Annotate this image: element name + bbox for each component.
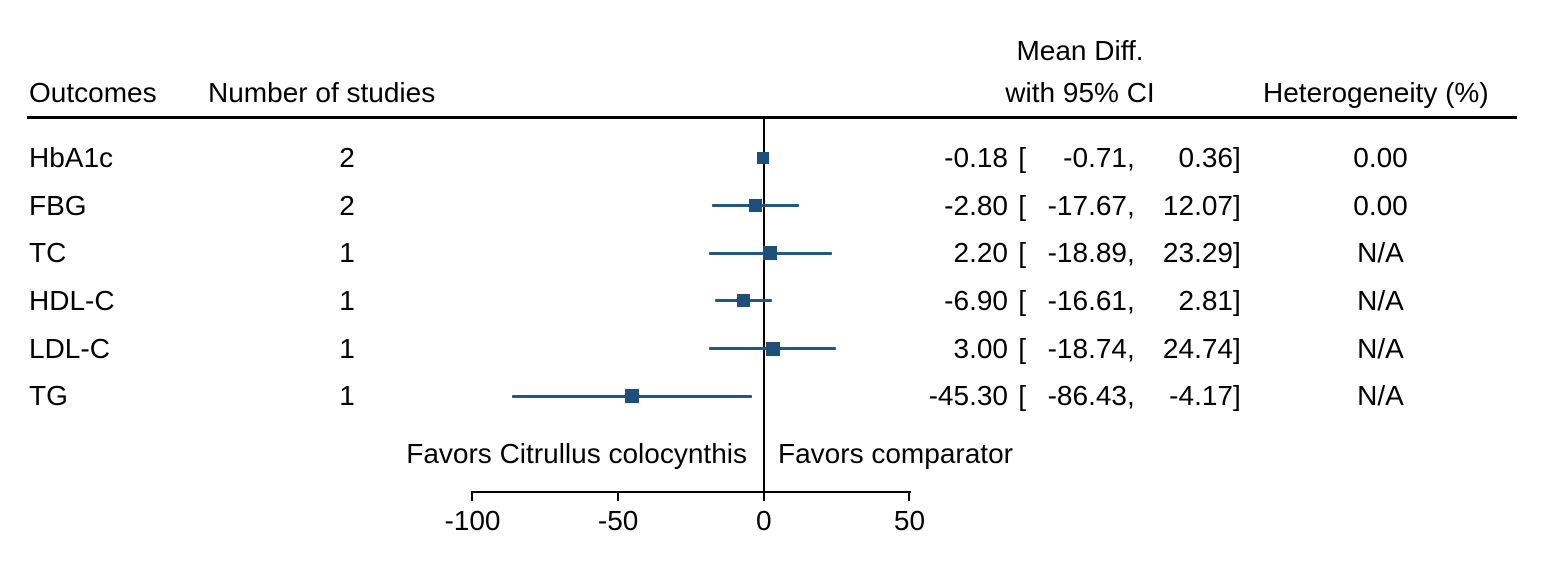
ci-comma: , bbox=[1127, 237, 1135, 269]
heterogeneity-value: 0.00 bbox=[1353, 142, 1408, 173]
x-tick-label: -100 bbox=[444, 505, 501, 536]
effect-marker bbox=[737, 294, 751, 308]
study-count-value: 1 bbox=[339, 332, 355, 364]
x-axis-tick bbox=[908, 491, 911, 501]
ci-low-value: -0.71 bbox=[1063, 142, 1127, 173]
ci-high-value: 0.36 bbox=[1178, 142, 1234, 173]
header-divider-rule bbox=[27, 116, 1517, 119]
ci-high-value: 2.81 bbox=[1178, 284, 1234, 316]
study-count-value: 2 bbox=[339, 189, 355, 221]
outcome-label: TC bbox=[29, 237, 67, 269]
ci-high-value: 24.74 bbox=[1162, 332, 1233, 364]
close-bracket: ] bbox=[1233, 284, 1241, 316]
open-bracket: [ bbox=[1018, 189, 1026, 221]
mean-diff-value: -45.30 bbox=[928, 380, 1008, 412]
outcome-label: TG bbox=[29, 380, 68, 412]
effect-marker bbox=[757, 152, 770, 164]
ci-text: -6.90 [ -16.61, 2.81] bbox=[860, 285, 1241, 317]
close-bracket: ] bbox=[1233, 142, 1241, 173]
open-bracket: [ bbox=[1018, 380, 1026, 412]
close-bracket: ] bbox=[1233, 332, 1241, 364]
ci-comma: , bbox=[1127, 284, 1135, 316]
x-axis-line bbox=[472, 491, 912, 493]
x-axis-tick bbox=[471, 491, 474, 501]
mean-diff-value: 3.00 bbox=[953, 332, 1009, 364]
mean-diff-value: -6.90 bbox=[944, 284, 1008, 316]
column-header-mean-diff-line1: Mean Diff. bbox=[1016, 35, 1144, 66]
outcome-label: HDL-C bbox=[29, 284, 115, 316]
effect-marker bbox=[765, 341, 780, 356]
ci-low-value: -17.67 bbox=[1047, 189, 1127, 221]
ci-text: -45.30 [ -86.43, -4.17] bbox=[860, 380, 1241, 412]
outcome-label: HbA1c bbox=[29, 142, 114, 173]
open-bracket: [ bbox=[1018, 332, 1026, 364]
column-header-outcomes: Outcomes bbox=[29, 77, 157, 108]
x-tick-label: -50 bbox=[597, 505, 639, 536]
ci-low-value: -18.74 bbox=[1047, 332, 1127, 364]
study-count-value: 1 bbox=[339, 380, 355, 412]
outcome-label: LDL-C bbox=[29, 332, 110, 364]
ci-text: 3.00 [ -18.74, 24.74] bbox=[860, 333, 1241, 365]
mean-diff-value: -2.80 bbox=[944, 189, 1008, 221]
heterogeneity-value: N/A bbox=[1357, 237, 1404, 269]
column-header-heterogeneity: Heterogeneity (%) bbox=[1263, 77, 1489, 108]
close-bracket: ] bbox=[1233, 237, 1241, 269]
ci-text: -0.18 [ -0.71, 0.36] bbox=[860, 142, 1241, 174]
effect-marker bbox=[624, 389, 639, 404]
mean-diff-value: 2.20 bbox=[953, 237, 1009, 269]
effect-marker bbox=[749, 199, 763, 213]
close-bracket: ] bbox=[1233, 189, 1241, 221]
study-count-value: 1 bbox=[339, 284, 355, 316]
ci-comma: , bbox=[1127, 142, 1135, 173]
x-tick-label: 0 bbox=[756, 505, 772, 536]
x-tick-label: 50 bbox=[893, 505, 926, 536]
open-bracket: [ bbox=[1018, 142, 1026, 173]
favors-left-label: Favors Citrullus colocynthis bbox=[406, 438, 747, 469]
heterogeneity-value: 0.00 bbox=[1353, 189, 1408, 221]
ci-comma: , bbox=[1127, 380, 1135, 412]
column-header-n-studies: Number of studies bbox=[208, 77, 436, 108]
open-bracket: [ bbox=[1018, 237, 1026, 269]
open-bracket: [ bbox=[1018, 284, 1026, 316]
ci-low-value: -16.61 bbox=[1047, 284, 1127, 316]
close-bracket: ] bbox=[1233, 380, 1241, 412]
column-header-mean-diff-line2: with 95% CI bbox=[1005, 77, 1155, 108]
ci-high-value: 12.07 bbox=[1162, 189, 1233, 221]
heterogeneity-value: N/A bbox=[1357, 284, 1404, 316]
ci-high-value: -4.17 bbox=[1169, 380, 1233, 412]
study-count-value: 2 bbox=[339, 142, 355, 173]
heterogeneity-value: N/A bbox=[1357, 332, 1404, 364]
zero-reference-line bbox=[762, 119, 765, 493]
study-count-value: 1 bbox=[339, 237, 355, 269]
mean-diff-value: -0.18 bbox=[944, 142, 1008, 173]
x-axis-tick bbox=[617, 491, 620, 501]
heterogeneity-value: N/A bbox=[1357, 380, 1404, 412]
favors-right-label: Favors comparator bbox=[778, 438, 1013, 469]
ci-text: -2.80 [ -17.67, 12.07] bbox=[860, 190, 1241, 222]
ci-low-value: -86.43 bbox=[1047, 380, 1127, 412]
ci-high-value: 23.29 bbox=[1162, 237, 1233, 269]
ci-text: 2.20 [ -18.89, 23.29] bbox=[860, 237, 1241, 269]
ci-comma: , bbox=[1127, 332, 1135, 364]
outcome-label: FBG bbox=[29, 189, 87, 221]
ci-low-value: -18.89 bbox=[1047, 237, 1127, 269]
effect-marker bbox=[763, 246, 778, 261]
x-axis-tick bbox=[762, 491, 765, 501]
ci-comma: , bbox=[1127, 189, 1135, 221]
